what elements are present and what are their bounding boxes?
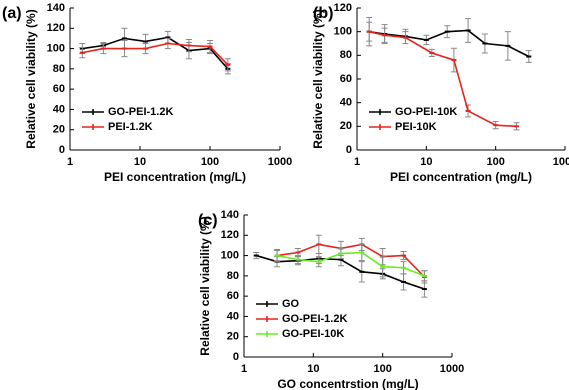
y-tick-label: 80	[227, 270, 239, 282]
legend-label: PEI-1.2K	[108, 121, 153, 133]
y-tick-label: 100	[221, 249, 239, 261]
y-tick-label: 120	[47, 22, 65, 34]
y-tick-label: 100	[334, 26, 352, 38]
x-tick-label: 1000	[268, 156, 292, 168]
y-tick-label: 20	[227, 331, 239, 343]
x-axis-title: PEI concentration (mg/L)	[104, 170, 246, 184]
x-tick-label: 10	[307, 363, 319, 375]
y-tick-label: 140	[47, 2, 65, 14]
series-line	[369, 30, 517, 128]
x-axis-title: PEI concentration (mg/L)	[390, 170, 532, 184]
y-axis-title: Relative cell viability (%)	[311, 9, 325, 148]
y-tick-label: 0	[346, 144, 352, 156]
series-line	[369, 29, 530, 58]
x-tick-label: 100	[201, 156, 219, 168]
y-tick-label: 120	[334, 2, 352, 14]
legend-label: GO-PEI-1.2K	[108, 106, 173, 118]
x-tick-label: 1	[241, 363, 247, 375]
panel-label: (a)	[2, 5, 22, 22]
y-tick-label: 60	[340, 73, 352, 85]
y-tick-label: 40	[340, 97, 352, 109]
x-tick-label: 10	[134, 156, 146, 168]
x-tick-label: 1	[354, 156, 360, 168]
series-line	[276, 243, 425, 278]
y-tick-label: 20	[340, 120, 352, 132]
y-tick-label: 40	[53, 103, 65, 115]
x-axis-title: GO concentrstion (mg/L)	[277, 377, 418, 390]
legend-label: PEI-10K	[395, 121, 437, 133]
legend-label: GO	[282, 298, 300, 310]
x-tick-label: 1000	[553, 156, 569, 168]
y-tick-label: 120	[221, 229, 239, 241]
series-line	[82, 36, 229, 70]
y-tick-label: 80	[340, 49, 352, 61]
y-tick-label: 0	[59, 144, 65, 156]
y-axis-title: Relative cell viability (%)	[198, 216, 212, 355]
y-tick-label: 40	[227, 310, 239, 322]
panel-label: (c)	[198, 212, 218, 229]
panel-label: (b)	[313, 5, 333, 22]
y-axis-title: Relative cell viability (%)	[24, 9, 38, 148]
y-tick-label: 80	[53, 63, 65, 75]
x-tick-label: 1	[67, 156, 73, 168]
x-tick-label: 100	[486, 156, 504, 168]
series-line	[82, 42, 229, 66]
x-tick-label: 1000	[440, 363, 464, 375]
y-tick-label: 20	[53, 124, 65, 136]
y-tick-label: 140	[221, 209, 239, 221]
y-tick-label: 0	[233, 351, 239, 363]
legend-label: GO-PEI-1.2K	[282, 313, 347, 325]
y-tick-label: 100	[47, 42, 65, 54]
x-tick-label: 100	[373, 363, 391, 375]
y-tick-label: 60	[53, 83, 65, 95]
legend-label: GO-PEI-10K	[282, 328, 344, 340]
x-tick-label: 10	[420, 156, 432, 168]
series-line	[276, 251, 425, 277]
legend-label: GO-PEI-10K	[395, 106, 457, 118]
y-tick-label: 60	[227, 290, 239, 302]
